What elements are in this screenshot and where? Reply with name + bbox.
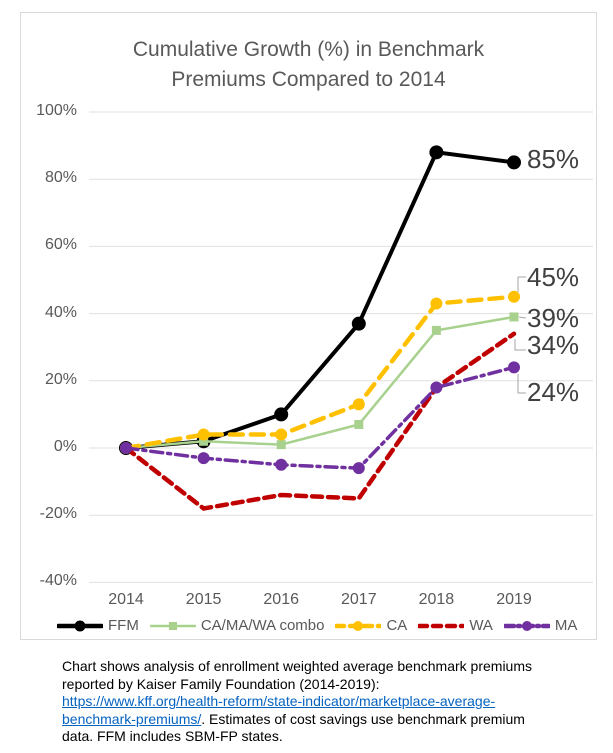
data-point-marker bbox=[509, 312, 519, 322]
end-label-ffm: 85% bbox=[527, 144, 580, 174]
end-label-ca: 45% bbox=[527, 262, 580, 292]
x-tick-label: 2018 bbox=[418, 591, 455, 608]
label-leader-line bbox=[514, 339, 526, 351]
series-line-ma bbox=[124, 365, 516, 470]
data-point-marker bbox=[352, 398, 365, 411]
chart-title-line2: Premiums Compared to 2014 bbox=[171, 68, 446, 91]
legend-item-ca-ma-wa-combo: CA/MA/WA combo bbox=[149, 617, 325, 634]
series-line-ca-ma-wa-combo bbox=[124, 315, 516, 450]
data-point-marker bbox=[431, 325, 441, 335]
end-label-wa: 34% bbox=[527, 330, 580, 360]
label-leader-line bbox=[517, 374, 526, 394]
y-tick-label: 100% bbox=[36, 102, 77, 119]
legend-label: FFM bbox=[108, 617, 139, 634]
data-point-marker bbox=[508, 290, 520, 303]
legend-label: CA bbox=[386, 617, 408, 634]
data-point-marker bbox=[275, 428, 288, 441]
chart-title: Cumulative Growth (%) in Benchmark Premi… bbox=[21, 35, 596, 95]
legend-sample bbox=[149, 621, 196, 630]
footnote-text-after: . Estimates of cost savings use benchmar… bbox=[62, 710, 525, 745]
chart-card: Cumulative Growth (%) in Benchmark Premi… bbox=[20, 12, 597, 640]
data-point-marker bbox=[276, 440, 286, 450]
label-leader-line bbox=[517, 276, 526, 292]
data-point-marker bbox=[430, 381, 443, 394]
data-point-marker bbox=[197, 452, 210, 465]
legend-sample-marker bbox=[74, 620, 86, 631]
series-line-wa bbox=[123, 331, 517, 511]
data-point-marker bbox=[275, 458, 288, 471]
data-point-marker bbox=[508, 361, 520, 374]
y-tick-label: -20% bbox=[39, 505, 77, 523]
legend-sample bbox=[57, 620, 103, 631]
x-tick-label: 2015 bbox=[185, 591, 222, 608]
x-tick-label: 2019 bbox=[496, 591, 532, 608]
legend-sample-marker bbox=[168, 621, 177, 630]
x-tick-label: 2017 bbox=[341, 591, 377, 608]
legend-item-ca: CA bbox=[335, 617, 407, 634]
data-point-marker bbox=[120, 442, 132, 454]
y-tick-label: 80% bbox=[44, 169, 77, 187]
y-tick-label: 40% bbox=[44, 303, 77, 321]
chart-legend: FFM CA/MA/WA combo CA WA MA bbox=[57, 617, 577, 634]
y-tick-label: 0% bbox=[53, 438, 77, 455]
legend-label: WA bbox=[469, 617, 493, 634]
label-leader-line bbox=[518, 316, 527, 319]
x-tick-label: 2016 bbox=[263, 591, 299, 608]
footnote: Chart shows analysis of enrollment weigh… bbox=[62, 658, 532, 746]
data-point-marker bbox=[197, 428, 210, 441]
legend-item-ffm: FFM bbox=[57, 617, 139, 634]
plot-svg bbox=[89, 111, 593, 583]
data-point-marker bbox=[199, 436, 209, 446]
legend-sample bbox=[335, 620, 382, 631]
data-point-marker bbox=[430, 297, 443, 310]
legend-item-wa: WA bbox=[418, 617, 493, 634]
legend-item-ma: MA bbox=[503, 617, 578, 634]
data-point-marker bbox=[274, 407, 289, 422]
footnote-text-before: Chart shows analysis of enrollment weigh… bbox=[62, 658, 532, 692]
chart-title-line1: Cumulative Growth (%) in Benchmark bbox=[132, 38, 485, 61]
data-point-marker bbox=[354, 419, 364, 429]
legend-sample-marker bbox=[353, 620, 364, 631]
end-label-ca-ma-wa-combo: 39% bbox=[527, 303, 580, 333]
data-point-marker bbox=[351, 316, 366, 331]
legend-sample bbox=[418, 623, 465, 628]
data-point-marker bbox=[507, 155, 521, 170]
y-tick-label: 20% bbox=[44, 370, 77, 388]
legend-label: MA bbox=[554, 617, 578, 634]
data-point-marker bbox=[429, 145, 444, 160]
data-point-marker bbox=[352, 462, 365, 475]
y-tick-label: 60% bbox=[44, 236, 77, 254]
legend-sample-marker bbox=[521, 620, 532, 631]
end-label-ma: 24% bbox=[527, 377, 580, 407]
footnote-link[interactable]: https://www.kff.org/health-reform/state-… bbox=[62, 693, 496, 727]
legend-sample bbox=[503, 620, 550, 631]
x-tick-label: 2014 bbox=[108, 591, 144, 608]
y-tick-label: -40% bbox=[39, 572, 77, 590]
legend-label: CA/MA/WA combo bbox=[200, 617, 325, 634]
series-line-ca bbox=[123, 294, 517, 451]
